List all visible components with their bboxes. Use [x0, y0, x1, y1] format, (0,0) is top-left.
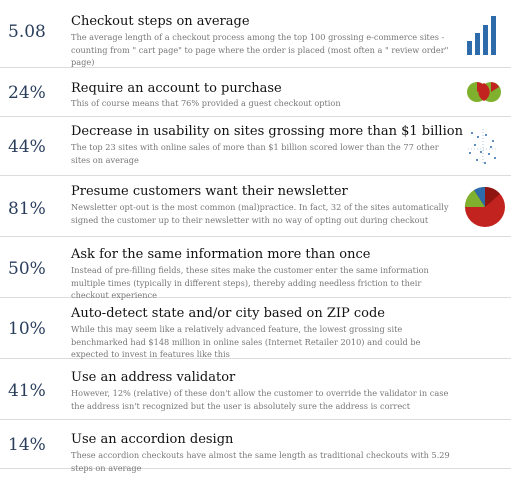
scatter-dot — [490, 146, 492, 148]
scatter-dot — [480, 151, 482, 153]
item-title: Checkout steps on average — [71, 14, 250, 29]
list-item: 10% Auto-detect state and/or city based … — [0, 298, 511, 359]
scatter-dot — [471, 132, 473, 134]
stat-value: 44% — [8, 137, 46, 157]
pie-slice — [474, 186, 485, 207]
item-description: Instead of pre-filling fields, these sit… — [71, 265, 429, 300]
list-item: 44% Decrease in usability on sites gross… — [0, 117, 511, 176]
scatter-dot — [469, 152, 471, 154]
item-description: This of course means that 76% provided a… — [71, 98, 341, 108]
item-title: Use an address validator — [71, 370, 236, 385]
scatter-dot — [476, 159, 478, 161]
bar-chart-icon — [467, 16, 496, 55]
scatter-dot — [474, 144, 476, 146]
item-description: However, 12% (relative) of these don't a… — [71, 388, 449, 411]
item-title: Use an accordion design — [71, 432, 234, 447]
item-description: Newsletter opt-out is the most common (m… — [71, 202, 449, 225]
bar — [491, 16, 496, 55]
pie-chart-icon — [464, 186, 505, 227]
bar — [475, 33, 480, 55]
item-description: These accordion checkouts have almost th… — [71, 450, 450, 473]
scatter-plot-icon — [468, 129, 498, 165]
scatter-dot — [488, 153, 490, 155]
scatter-dot — [485, 134, 487, 136]
list-item: 50% Ask for the same information more th… — [0, 237, 511, 300]
bar — [467, 41, 472, 55]
list-item: 81% Presume customers want their newslet… — [0, 176, 511, 237]
item-description: While this may seem like a relatively ad… — [71, 324, 421, 359]
stat-value: 14% — [8, 435, 46, 455]
venn-slice — [491, 82, 499, 92]
item-title: Ask for the same information more than o… — [71, 247, 371, 262]
item-description: The top 23 sites with online sales of mo… — [71, 142, 439, 165]
stat-value: 24% — [8, 83, 46, 103]
stat-value: 41% — [8, 381, 46, 401]
item-title: Presume customers want their newsletter — [71, 184, 348, 199]
stat-value: 50% — [8, 259, 46, 279]
item-description: The average length of a checkout process… — [71, 32, 449, 67]
stat-value: 81% — [8, 199, 46, 219]
venn-slice — [477, 82, 485, 92]
venn-diagram-icon — [467, 82, 501, 102]
list-item: 5.08 Checkout steps on average The avera… — [0, 0, 511, 68]
bar — [483, 25, 488, 55]
list-item: 24% Require an account to purchase This … — [0, 68, 511, 117]
item-title: Decrease in usability on sites grossing … — [71, 124, 463, 139]
pie-slice — [464, 190, 485, 207]
list-item: 41% Use an address validator However, 12… — [0, 359, 511, 420]
scatter-dot — [477, 136, 479, 138]
stat-value: 10% — [8, 319, 46, 339]
stat-value: 5.08 — [8, 22, 46, 42]
item-title: Auto-detect state and/or city based on Z… — [71, 306, 385, 321]
scatter-dot — [484, 162, 486, 164]
scatter-dot — [494, 157, 496, 159]
list-item: 14% Use an accordion design These accord… — [0, 420, 511, 473]
pie-slice — [485, 187, 500, 207]
item-title: Require an account to purchase — [71, 81, 282, 96]
scatter-dot — [492, 140, 494, 142]
